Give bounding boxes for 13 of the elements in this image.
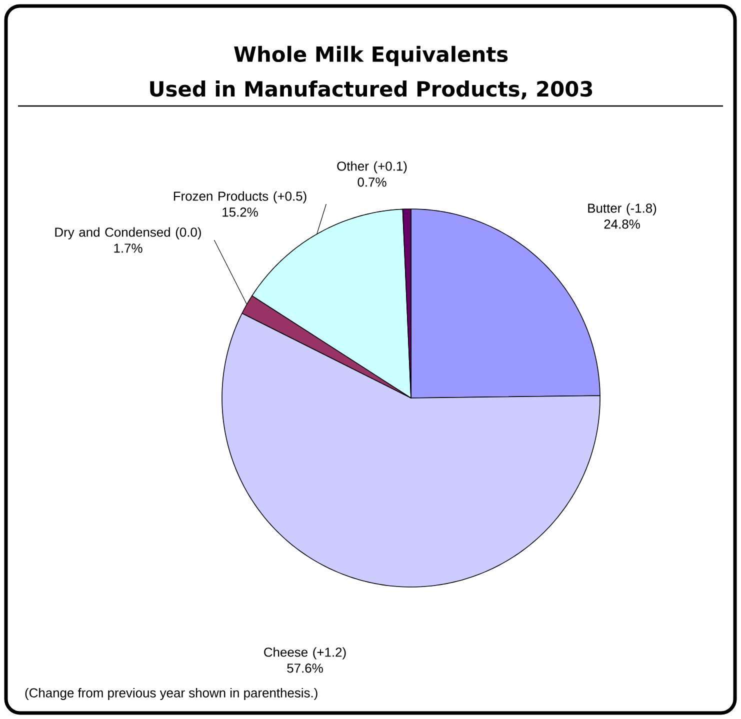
data-label: 24.8% — [604, 220, 640, 229]
chart-subtitle: Used in Manufactured Products, 2003 — [150, 80, 592, 100]
slice-label: Other (+0.1) — [337, 161, 407, 174]
data-label: 0.7% — [358, 178, 386, 187]
data-label: 15.2% — [222, 208, 258, 217]
slice-label: Cheese (+1.2) — [264, 647, 346, 660]
data-label: 1.7% — [114, 244, 142, 253]
slice-label: Dry and Condensed (0.0) — [55, 227, 201, 240]
text: (Change from previous year shown in parenthesis.) — [25, 688, 318, 700]
slice-label: Frozen Products (+0.5) — [174, 191, 306, 204]
data-label: 57.6% — [287, 664, 323, 673]
chart-title: Whole Milk Equivalents — [234, 46, 508, 66]
slice-label: Butter (-1.8) — [588, 203, 656, 216]
